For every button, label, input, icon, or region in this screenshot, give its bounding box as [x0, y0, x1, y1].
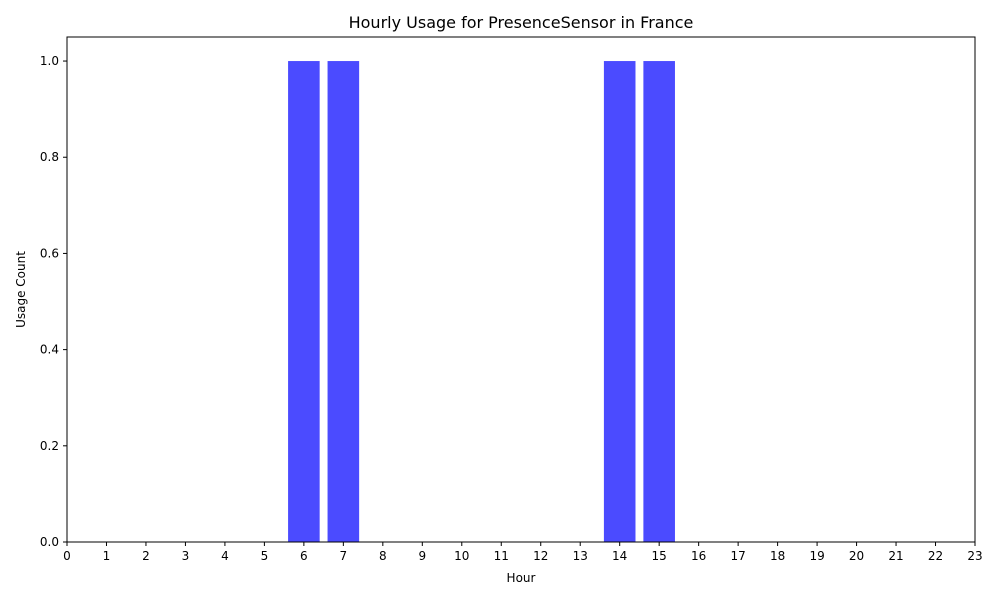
x-axis-label: Hour [507, 571, 536, 585]
y-tick-label: 0.4 [40, 343, 59, 357]
x-tick-label: 12 [533, 549, 548, 563]
x-tick-label: 19 [809, 549, 824, 563]
y-tick-label: 1.0 [40, 54, 59, 68]
x-tick-label: 1 [103, 549, 111, 563]
chart-title: Hourly Usage for PresenceSensor in Franc… [349, 13, 694, 32]
x-tick-label: 4 [221, 549, 229, 563]
x-tick-label: 20 [849, 549, 864, 563]
bar-hour-14 [603, 61, 636, 543]
plot-frame [66, 36, 976, 543]
x-tick-label: 15 [652, 549, 667, 563]
x-tick-label: 8 [379, 549, 387, 563]
x-tick-label: 5 [261, 549, 269, 563]
x-tick-label: 11 [494, 549, 509, 563]
y-tick-label: 0.6 [40, 246, 59, 260]
bars-layer [288, 61, 675, 543]
x-tick-label: 17 [730, 549, 745, 563]
y-tick-label: 0.0 [40, 535, 59, 549]
x-tick-label: 6 [300, 549, 308, 563]
bar-hour-6 [288, 61, 320, 543]
y-axis-label: Usage Count [14, 251, 28, 328]
x-tick-label: 16 [691, 549, 706, 563]
y-axis-ticks: 0.0 0.2 0.4 0.6 0.8 1.0 [40, 54, 67, 549]
bar-hour-15 [643, 61, 675, 543]
x-tick-label: 22 [928, 549, 943, 563]
x-tick-label: 14 [612, 549, 627, 563]
x-tick-label: 7 [340, 549, 348, 563]
x-axis-ticks: 0 1 2 3 4 5 6 7 8 9 10 11 12 13 14 15 16 17 18 19 20 21 22 23 [63, 542, 983, 563]
y-tick-label: 0.2 [40, 439, 59, 453]
x-tick-label: 2 [142, 549, 150, 563]
x-tick-label: 13 [573, 549, 588, 563]
x-tick-label: 3 [182, 549, 190, 563]
x-tick-label: 23 [967, 549, 982, 563]
x-tick-label: 21 [888, 549, 903, 563]
x-tick-label: 18 [770, 549, 785, 563]
x-tick-label: 0 [63, 549, 71, 563]
bar-hour-7 [327, 61, 360, 543]
x-tick-label: 10 [454, 549, 469, 563]
y-tick-label: 0.8 [40, 150, 59, 164]
x-tick-label: 9 [418, 549, 426, 563]
